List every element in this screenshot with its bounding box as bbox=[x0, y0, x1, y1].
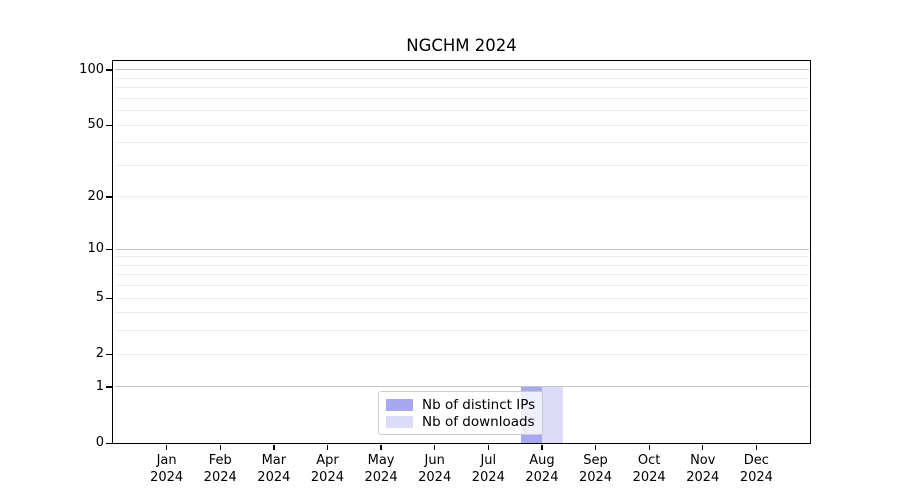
gridline-major-100 bbox=[114, 69, 809, 71]
y-tick-label-1: 1 bbox=[95, 378, 104, 394]
gridline-minor-60 bbox=[114, 110, 809, 112]
y-tick-label-2: 2 bbox=[95, 346, 104, 362]
gridline-minor-9 bbox=[114, 256, 809, 258]
gridline-major-10 bbox=[114, 248, 809, 250]
y-tick-mark-5 bbox=[106, 297, 112, 299]
gridline-minor-8 bbox=[114, 264, 809, 266]
y-tick-label-0: 0 bbox=[95, 435, 104, 450]
x-tick-mark-11 bbox=[702, 444, 704, 450]
y-tick-mark-100 bbox=[106, 69, 112, 71]
x-tick-label-1: Jan 2024 bbox=[150, 453, 184, 485]
x-tick-mark-1 bbox=[166, 444, 168, 450]
gridline-minor-40 bbox=[114, 142, 809, 144]
chart-title: NGCHM 2024 bbox=[406, 36, 517, 55]
x-tick-label-11: Nov 2024 bbox=[686, 453, 720, 485]
x-tick-mark-8 bbox=[541, 444, 543, 450]
x-tick-label-5: May 2024 bbox=[364, 453, 398, 485]
legend-item-nb-of-distinct-ips: Nb of distinct IPs bbox=[386, 396, 535, 413]
x-tick-label-2: Feb 2024 bbox=[203, 453, 237, 485]
gridline-minor-4 bbox=[114, 312, 809, 314]
x-tick-mark-5 bbox=[380, 444, 382, 450]
x-tick-mark-9 bbox=[594, 444, 597, 450]
gridline-minor-5 bbox=[114, 297, 809, 299]
x-tick-label-10: Oct 2024 bbox=[632, 453, 666, 485]
y-tick-mark-2 bbox=[106, 353, 112, 355]
x-tick-label-4: Apr 2024 bbox=[310, 453, 344, 485]
y-tick-label-100: 100 bbox=[79, 61, 104, 77]
y-tick-label-20: 20 bbox=[87, 188, 104, 204]
legend-item-nb-of-downloads: Nb of downloads bbox=[386, 413, 535, 430]
x-tick-mark-3 bbox=[273, 444, 275, 450]
gridline-minor-20 bbox=[114, 196, 809, 198]
x-tick-mark-7 bbox=[487, 444, 489, 450]
gridline-minor-7 bbox=[114, 274, 809, 276]
x-tick-label-8: Aug 2024 bbox=[525, 453, 559, 485]
gridline-minor-80 bbox=[114, 87, 809, 89]
x-tick-mark-4 bbox=[326, 444, 329, 450]
x-tick-mark-12 bbox=[755, 444, 758, 450]
x-tick-mark-10 bbox=[648, 444, 650, 450]
y-tick-mark-10 bbox=[106, 248, 112, 250]
x-tick-mark-2 bbox=[219, 444, 221, 450]
gridline-minor-50 bbox=[114, 124, 809, 126]
legend: Nb of distinct IPs Nb of downloads bbox=[378, 391, 543, 435]
gridline-minor-70 bbox=[114, 97, 809, 99]
gridline-minor-3 bbox=[114, 330, 809, 332]
legend-label-nb-of-distinct-ips: Nb of distinct IPs bbox=[422, 396, 536, 413]
x-tick-label-6: Jun 2024 bbox=[418, 453, 452, 485]
legend-label-nb-of-downloads: Nb of downloads bbox=[422, 413, 535, 430]
x-tick-label-12: Dec 2024 bbox=[739, 453, 773, 485]
y-tick-mark-0 bbox=[106, 442, 112, 444]
x-tick-label-3: Mar 2024 bbox=[257, 453, 291, 485]
y-tick-mark-20 bbox=[106, 196, 112, 198]
gridline-minor-2 bbox=[114, 353, 809, 355]
gridline-minor-6 bbox=[114, 285, 809, 287]
x-tick-label-7: Jul 2024 bbox=[471, 453, 505, 485]
gridline-minor-90 bbox=[114, 77, 809, 79]
gridline-major-1 bbox=[114, 386, 809, 388]
bar-nb-of-downloads-aug-2024 bbox=[541, 386, 564, 443]
y-tick-label-10: 10 bbox=[87, 241, 104, 257]
y-tick-label-5: 5 bbox=[95, 290, 104, 306]
y-tick-mark-1 bbox=[106, 386, 112, 388]
y-tick-label-50: 50 bbox=[87, 117, 104, 133]
gridline-minor-30 bbox=[114, 164, 809, 166]
legend-swatch-nb-of-distinct-ips bbox=[386, 398, 413, 411]
y-tick-mark-50 bbox=[106, 124, 112, 127]
legend-swatch-nb-of-downloads bbox=[386, 415, 413, 428]
x-tick-label-9: Sep 2024 bbox=[578, 453, 613, 485]
x-tick-mark-6 bbox=[434, 444, 436, 450]
